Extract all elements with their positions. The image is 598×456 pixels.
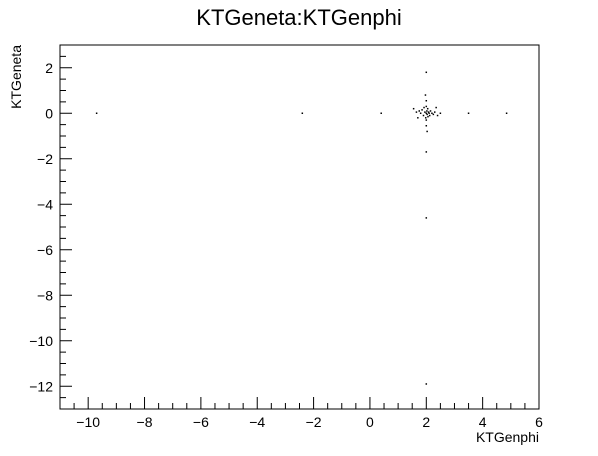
plot-frame (59, 44, 540, 410)
x-tick-label: −4 (249, 414, 265, 430)
data-point (428, 112, 430, 114)
data-point (424, 94, 427, 96)
data-point (425, 105, 428, 108)
y-tick-label: −8 (37, 287, 53, 303)
y-axis: 2 0 −2 −4 −6 −8 −10 −12 (29, 44, 72, 410)
data-point (429, 110, 432, 112)
y-tick-label: −12 (29, 378, 53, 394)
data-point (435, 106, 437, 109)
y-axis-label: KTGeneta (8, 45, 24, 109)
x-axis-label: KTGenphi (476, 429, 539, 445)
data-point (426, 110, 428, 112)
data-point (424, 111, 426, 113)
data-point (95, 112, 98, 114)
x-tick-label: 4 (479, 414, 487, 430)
data-point (421, 109, 423, 111)
data-point (425, 112, 428, 114)
data-point (467, 112, 470, 114)
x-tick-label: −8 (137, 414, 153, 430)
data-point (425, 71, 428, 74)
y-tick-label: 0 (45, 105, 53, 121)
y-tick-label: 2 (45, 60, 53, 76)
data-point (426, 130, 428, 133)
y-tick-label: −10 (29, 333, 53, 349)
data-point (425, 217, 428, 219)
scatter-points (95, 71, 508, 385)
data-point (419, 112, 422, 114)
data-point (425, 119, 428, 121)
data-point (431, 112, 433, 114)
data-point (424, 117, 427, 119)
data-point (426, 113, 428, 116)
data-point (505, 112, 508, 114)
data-point (425, 125, 428, 127)
data-point (415, 111, 418, 113)
x-tick-label: 2 (422, 414, 430, 430)
x-tick-label: −2 (306, 414, 322, 430)
data-point (427, 115, 429, 118)
chart-title: KTGeneta:KTGenphi (196, 5, 401, 30)
data-point (425, 383, 428, 385)
y-tick-label: −6 (37, 242, 53, 258)
y-tick-label: −4 (37, 196, 53, 212)
data-point (433, 111, 436, 113)
data-point (301, 112, 304, 114)
data-point (436, 114, 439, 117)
data-point (418, 110, 420, 112)
data-point (426, 107, 429, 110)
x-tick-label: −6 (193, 414, 209, 430)
x-tick-label: 6 (535, 414, 543, 430)
x-axis: −10 −8 −6 −4 −2 0 2 4 6 (59, 397, 543, 430)
data-point (380, 112, 382, 114)
y-tick-label: −2 (37, 151, 53, 167)
data-point (423, 106, 425, 109)
data-point (425, 99, 428, 102)
x-tick-label: −10 (76, 414, 100, 430)
data-point (425, 151, 428, 153)
data-point (422, 114, 425, 117)
data-point (432, 113, 435, 116)
x-tick-label: 0 (366, 414, 374, 430)
data-point (412, 107, 415, 110)
data-point (428, 114, 431, 117)
data-point (417, 117, 419, 119)
data-point (439, 112, 442, 114)
data-point (427, 111, 430, 113)
